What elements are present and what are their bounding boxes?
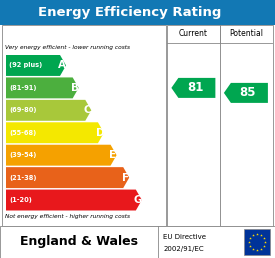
Polygon shape: [6, 122, 104, 143]
Text: Energy Efficiency Rating: Energy Efficiency Rating: [38, 6, 221, 19]
Bar: [220, 25, 273, 226]
Text: G: G: [134, 195, 142, 205]
Text: 81: 81: [187, 81, 204, 94]
Text: (81-91): (81-91): [9, 85, 37, 91]
Polygon shape: [6, 145, 117, 166]
Text: D: D: [96, 128, 105, 138]
Text: (39-54): (39-54): [9, 152, 36, 158]
Text: Very energy efficient - lower running costs: Very energy efficient - lower running co…: [5, 45, 130, 50]
Bar: [167, 25, 220, 226]
Polygon shape: [6, 55, 66, 76]
Bar: [0, 0, 275, 25]
Polygon shape: [6, 100, 91, 121]
Text: C: C: [84, 105, 92, 115]
Polygon shape: [6, 77, 79, 98]
Text: (55-68): (55-68): [9, 130, 36, 136]
Text: Current: Current: [179, 29, 208, 38]
Bar: [244, 229, 270, 255]
Text: A: A: [58, 60, 67, 70]
Text: E: E: [109, 150, 117, 160]
Polygon shape: [6, 190, 142, 211]
Polygon shape: [224, 83, 268, 103]
Text: EU Directive: EU Directive: [163, 234, 206, 240]
Text: (69-80): (69-80): [9, 107, 37, 113]
Text: (21-38): (21-38): [9, 175, 37, 181]
Text: B: B: [71, 83, 79, 93]
Text: 2002/91/EC: 2002/91/EC: [163, 246, 204, 252]
Text: (1-20): (1-20): [9, 197, 32, 203]
Polygon shape: [171, 78, 215, 98]
Text: (92 plus): (92 plus): [9, 62, 42, 68]
Bar: [2, 25, 166, 226]
Text: Potential: Potential: [229, 29, 263, 38]
Text: F: F: [122, 173, 129, 183]
Text: Not energy efficient - higher running costs: Not energy efficient - higher running co…: [5, 214, 130, 219]
Polygon shape: [6, 167, 129, 188]
Bar: [0, 226, 275, 258]
Text: England & Wales: England & Wales: [20, 236, 138, 248]
Text: 85: 85: [240, 86, 256, 99]
